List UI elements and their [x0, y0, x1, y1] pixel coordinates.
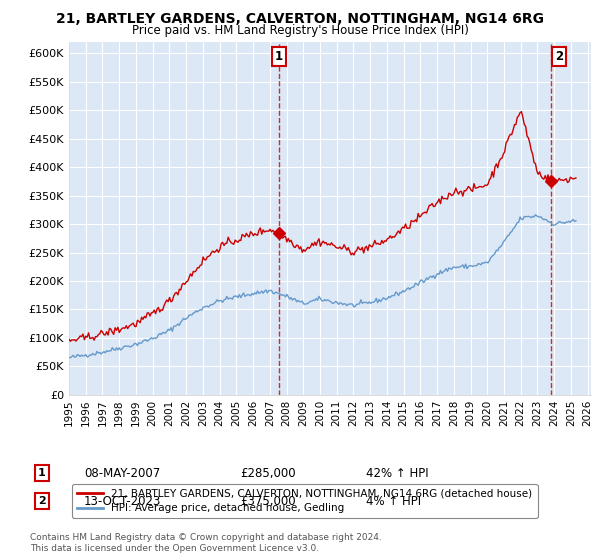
Text: Price paid vs. HM Land Registry's House Price Index (HPI): Price paid vs. HM Land Registry's House … — [131, 24, 469, 36]
Text: 2: 2 — [555, 50, 563, 63]
Text: £285,000: £285,000 — [240, 466, 296, 480]
Text: 21, BARTLEY GARDENS, CALVERTON, NOTTINGHAM, NG14 6RG: 21, BARTLEY GARDENS, CALVERTON, NOTTINGH… — [56, 12, 544, 26]
Text: 1: 1 — [38, 468, 46, 478]
Text: £375,000: £375,000 — [240, 494, 296, 508]
Text: 42% ↑ HPI: 42% ↑ HPI — [366, 466, 428, 480]
Text: 4% ↑ HPI: 4% ↑ HPI — [366, 494, 421, 508]
Text: 13-OCT-2023: 13-OCT-2023 — [84, 494, 161, 508]
Text: 1: 1 — [275, 50, 283, 63]
Legend: 21, BARTLEY GARDENS, CALVERTON, NOTTINGHAM, NG14 6RG (detached house), HPI: Aver: 21, BARTLEY GARDENS, CALVERTON, NOTTINGH… — [71, 484, 538, 519]
Text: 08-MAY-2007: 08-MAY-2007 — [84, 466, 160, 480]
Text: Contains HM Land Registry data © Crown copyright and database right 2024.
This d: Contains HM Land Registry data © Crown c… — [30, 534, 382, 553]
Text: 2: 2 — [38, 496, 46, 506]
